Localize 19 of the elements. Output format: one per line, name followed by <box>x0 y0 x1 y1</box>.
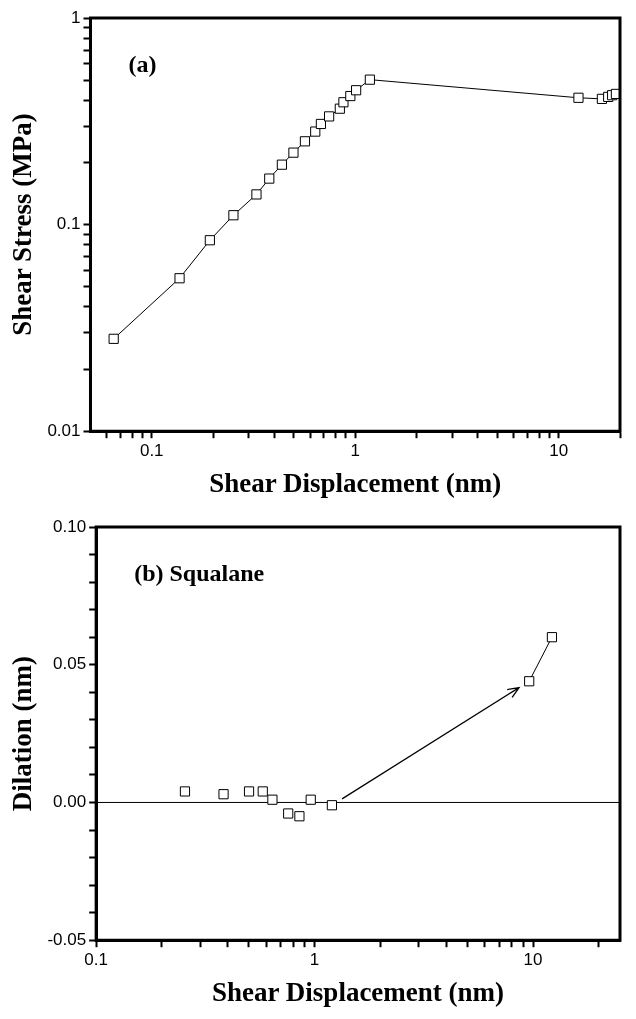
y-axis-title: Shear Stress (MPa) <box>7 113 38 336</box>
y-tick-label: 0.10 <box>53 516 87 536</box>
x-axis-title: Shear Displacement (nm) <box>209 467 502 498</box>
x-tick-label: 0.1 <box>84 950 108 970</box>
y-tick-label: 0.05 <box>53 654 87 674</box>
x-tick-label: 1 <box>309 950 320 970</box>
x-axis-title: Shear Displacement (nm) <box>212 976 505 1007</box>
x-tick-label: 0.1 <box>139 441 164 461</box>
y-axis-title: Dilation (nm) <box>7 655 38 812</box>
annotation: (a) <box>128 51 157 78</box>
y-tick-label: -0.05 <box>47 929 87 949</box>
y-tick-label: 0.1 <box>56 214 81 234</box>
y-tick-label: 0.01 <box>47 420 81 440</box>
x-tick-label: 10 <box>523 950 543 970</box>
x-tick-label: 10 <box>549 441 569 461</box>
x-tick-label: 1 <box>350 441 360 461</box>
y-tick-label: 0.00 <box>53 792 87 812</box>
annotation: (b) Squalane <box>134 560 265 587</box>
y-tick-label: 1 <box>71 7 81 27</box>
